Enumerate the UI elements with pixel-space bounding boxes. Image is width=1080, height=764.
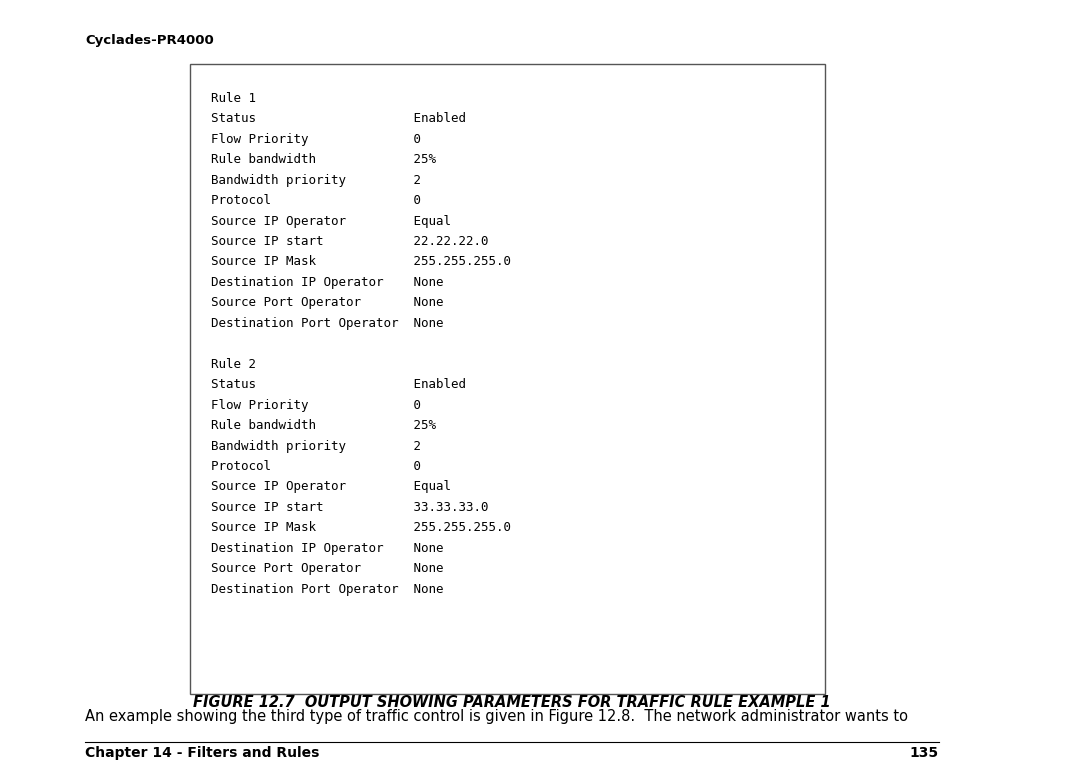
- Text: Rule bandwidth             25%: Rule bandwidth 25%: [211, 153, 435, 166]
- Text: Status                     Enabled: Status Enabled: [211, 378, 465, 391]
- Text: Bandwidth priority         2: Bandwidth priority 2: [211, 439, 420, 452]
- Text: Source IP start            33.33.33.0: Source IP start 33.33.33.0: [211, 501, 488, 514]
- Text: Rule 1: Rule 1: [211, 92, 256, 105]
- Text: Flow Priority              0: Flow Priority 0: [211, 133, 420, 146]
- Text: 135: 135: [909, 746, 939, 760]
- FancyBboxPatch shape: [190, 64, 825, 694]
- Text: Destination Port Operator  None: Destination Port Operator None: [211, 317, 443, 330]
- Text: An example showing the third type of traffic control is given in Figure 12.8.  T: An example showing the third type of tra…: [85, 710, 908, 724]
- Text: Status                     Enabled: Status Enabled: [211, 112, 465, 125]
- Text: Chapter 14 - Filters and Rules: Chapter 14 - Filters and Rules: [85, 746, 320, 760]
- Text: Rule 2: Rule 2: [211, 358, 256, 371]
- Text: Destination Port Operator  None: Destination Port Operator None: [211, 583, 443, 596]
- Text: Destination IP Operator    None: Destination IP Operator None: [211, 276, 443, 289]
- Text: Protocol                   0: Protocol 0: [211, 460, 420, 473]
- Text: Source IP Mask             255.255.255.0: Source IP Mask 255.255.255.0: [211, 521, 511, 534]
- Text: Bandwidth priority         2: Bandwidth priority 2: [211, 173, 420, 186]
- Text: Flow Priority              0: Flow Priority 0: [211, 399, 420, 412]
- Text: Rule bandwidth             25%: Rule bandwidth 25%: [211, 419, 435, 432]
- Text: Destination IP Operator    None: Destination IP Operator None: [211, 542, 443, 555]
- Text: Cyclades-PR4000: Cyclades-PR4000: [85, 34, 214, 47]
- Text: Source Port Operator       None: Source Port Operator None: [211, 562, 443, 575]
- Text: Source IP Operator         Equal: Source IP Operator Equal: [211, 215, 450, 228]
- Text: FIGURE 12.7  OUTPUT SHOWING PARAMETERS FOR TRAFFIC RULE EXAMPLE 1: FIGURE 12.7 OUTPUT SHOWING PARAMETERS FO…: [193, 695, 831, 711]
- Text: Source IP start            22.22.22.0: Source IP start 22.22.22.0: [211, 235, 488, 248]
- Text: Source Port Operator       None: Source Port Operator None: [211, 296, 443, 309]
- Text: Source IP Operator         Equal: Source IP Operator Equal: [211, 481, 450, 494]
- Text: Protocol                   0: Protocol 0: [211, 194, 420, 207]
- Text: Source IP Mask             255.255.255.0: Source IP Mask 255.255.255.0: [211, 255, 511, 268]
